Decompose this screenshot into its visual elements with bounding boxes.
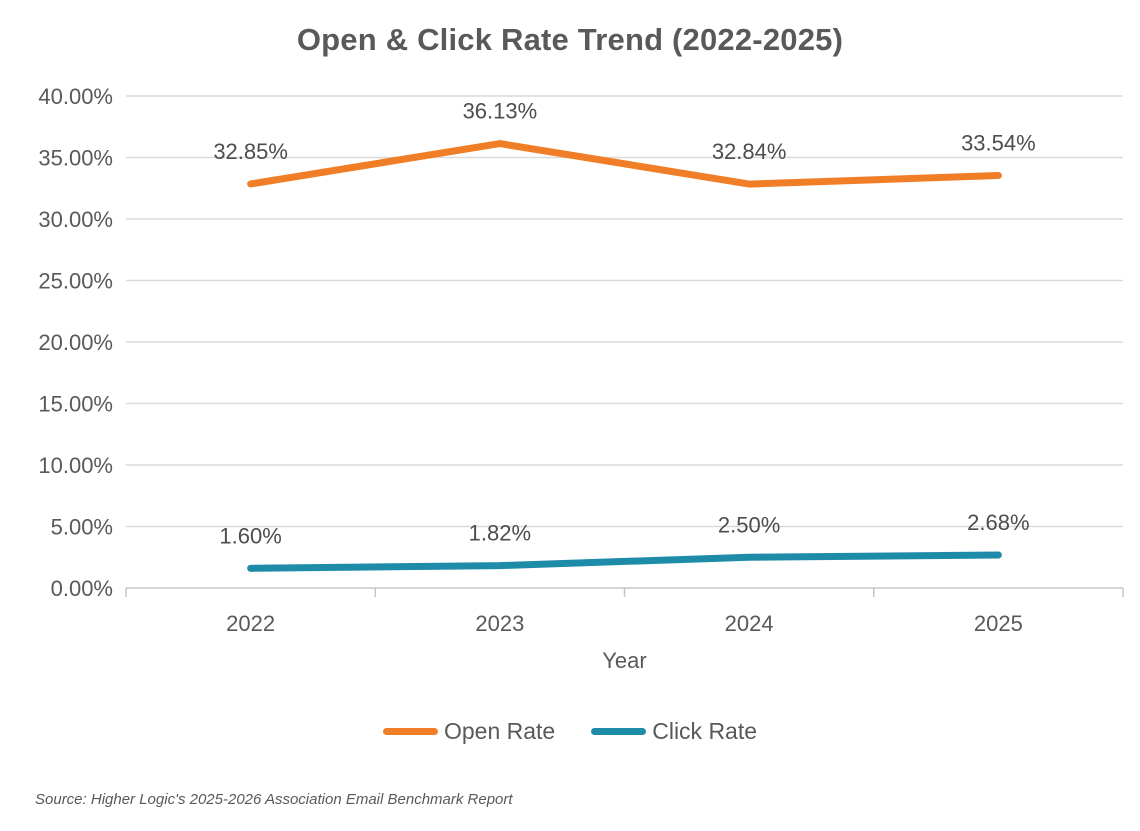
x-axis-title: Year — [602, 648, 647, 673]
y-tick-label: 40.00% — [38, 84, 113, 109]
x-tick-label: 2023 — [475, 611, 524, 636]
legend-label-open-rate: Open Rate — [443, 718, 556, 744]
y-tick-label: 10.00% — [38, 453, 113, 478]
chart-title: Open & Click Rate Trend (2022-2025) — [296, 22, 844, 57]
source-note: Source: Higher Logic's 2025-2026 Associa… — [35, 791, 513, 808]
legend-label-click-rate: Click Rate — [652, 718, 758, 744]
legend-item-open-rate: Open Rate — [382, 718, 556, 745]
open-rate-data-label: 32.85% — [213, 139, 288, 164]
click-rate-line-swatch-icon — [591, 728, 647, 735]
y-tick-label: 35.00% — [38, 146, 113, 171]
open-rate-line — [247, 140, 1002, 188]
x-tick-label: 2025 — [974, 611, 1023, 636]
y-tick-label: 20.00% — [38, 330, 113, 355]
open-rate-data-label: 32.84% — [712, 139, 787, 164]
open-rate-line-swatch-icon — [382, 728, 438, 735]
click-rate-line — [247, 551, 1002, 572]
open-rate-data-label: 33.54% — [961, 130, 1036, 155]
legend: Open Rate Click Rate — [0, 718, 1140, 745]
y-tick-label: 0.00% — [51, 576, 113, 601]
y-tick-label: 25.00% — [38, 269, 113, 294]
x-tick-label: 2022 — [226, 611, 275, 636]
open-rate-data-label: 36.13% — [463, 99, 538, 124]
click-rate-data-label: 1.60% — [219, 523, 281, 548]
click-rate-data-label: 1.82% — [469, 521, 531, 546]
x-tick-label: 2024 — [725, 611, 774, 636]
y-tick-label: 15.00% — [38, 392, 113, 417]
click-rate-data-label: 2.50% — [718, 512, 780, 537]
legend-item-click-rate: Click Rate — [591, 718, 757, 745]
click-rate-data-label: 2.68% — [967, 510, 1029, 535]
y-tick-label: 30.00% — [38, 207, 113, 232]
y-tick-label: 5.00% — [51, 515, 113, 540]
